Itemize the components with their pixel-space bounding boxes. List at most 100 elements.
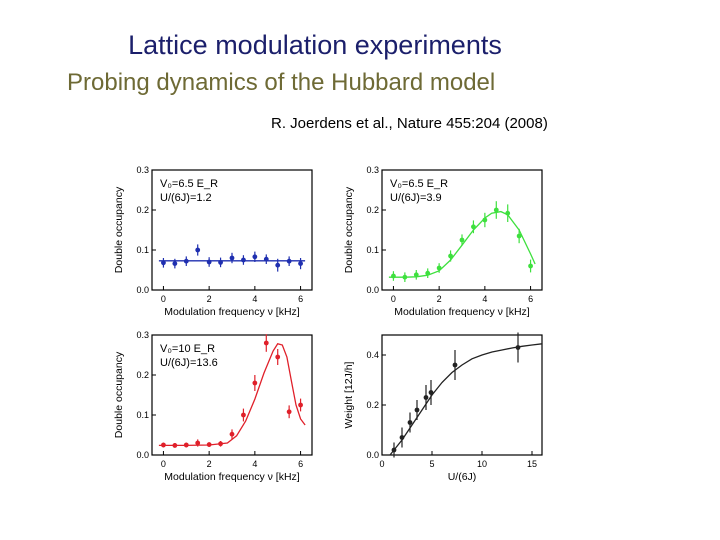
plot-frame: [151, 169, 313, 291]
data-point: [206, 259, 212, 265]
data-point: [298, 261, 303, 266]
y-tick-label: 0.0: [366, 285, 379, 295]
x-tick-label: 6: [298, 294, 303, 304]
x-tick-label: 0: [379, 459, 384, 469]
data-point: [414, 407, 420, 413]
data-point: [402, 274, 408, 280]
x-tick-label: 6: [298, 459, 303, 469]
panel-b: 0 2 4 6 0.0 0.1 0.2 0.3 Modulation frequency ν […: [343, 165, 543, 318]
y-tick-label: 0.3: [136, 165, 149, 175]
data-point: [183, 258, 189, 264]
panel-a: 0 2 4 6 0.0 0.1 0.2 0.3 Modulation frequency ν […: [113, 165, 313, 318]
y-tick-label: 0.1: [136, 245, 149, 255]
panel-annotation: U/(6J)=1.2: [160, 192, 212, 204]
data-point: [428, 390, 434, 395]
x-tick-label: 5: [429, 459, 434, 469]
y-tick-label: 0.2: [366, 205, 379, 215]
data-point: [425, 270, 431, 276]
x-tick-label: 6: [528, 294, 533, 304]
data-point: [218, 441, 223, 447]
x-tick-label: 0: [161, 294, 166, 304]
data-point: [482, 217, 488, 223]
data-point: [399, 435, 405, 440]
y-axis-label: Weight [12J/h]: [343, 361, 355, 428]
panel-c: 0 2 4 6 0.0 0.1 0.2 0.3 Modulation frequency ν […: [113, 330, 313, 483]
data-point: [183, 442, 189, 448]
data-point: [286, 409, 292, 415]
x-tick-label: 4: [252, 294, 257, 304]
data-point: [515, 345, 521, 350]
y-tick-label: 0.2: [136, 370, 149, 380]
panel-d: 0 5 10 15 0.0 0.2 0.4 U/(6J) Weight [12J/h]: [343, 332, 543, 483]
y-axis-label: Double occupancy: [113, 351, 125, 438]
data-point: [252, 380, 258, 386]
data-point: [229, 255, 235, 261]
data-point: [505, 210, 511, 216]
x-tick-label: 0: [161, 459, 166, 469]
x-tick-label: 15: [527, 459, 537, 469]
data-point: [423, 395, 429, 400]
y-axis-label: Double occupancy: [343, 186, 355, 273]
x-tick-label: 4: [252, 459, 257, 469]
y-axis-label: Double occupancy: [113, 186, 125, 273]
data-point: [161, 260, 166, 266]
x-tick-label: 0: [391, 294, 396, 304]
data-point: [206, 442, 212, 447]
figure-svg: 0 2 4 6 0.0 0.1 0.2 0.3 Modulation frequency ν […: [113, 165, 543, 483]
panel-annotation: U/(6J)=13.6: [160, 357, 218, 369]
slide-subtitle: Probing dynamics of the Hubbard model: [67, 69, 496, 96]
data-point: [493, 207, 499, 213]
data-point: [407, 420, 413, 425]
panel-annotation: V₀=6.5 E_R: [390, 178, 448, 190]
data-point: [275, 354, 281, 360]
data-point: [448, 253, 453, 259]
y-tick-label: 0.3: [366, 165, 379, 175]
data-point: [459, 237, 465, 243]
y-tick-label: 0.1: [366, 245, 379, 255]
data-point: [452, 362, 458, 368]
data-point: [195, 247, 201, 253]
x-axis-label: Modulation frequency ν [kHz]: [164, 306, 299, 318]
plot-frame: [381, 169, 543, 291]
figure-panel-grid: 0 2 4 6 0.0 0.1 0.2 0.3 Modulation frequency ν […: [100, 155, 560, 495]
data-point: [528, 263, 533, 269]
data-point: [516, 233, 522, 239]
plot-frame: [151, 334, 313, 456]
data-point: [229, 431, 235, 437]
data-point: [471, 224, 476, 230]
data-point: [195, 440, 201, 446]
x-axis-label: Modulation frequency ν [kHz]: [164, 471, 299, 483]
x-tick-label: 4: [482, 294, 487, 304]
y-tick-label: 0.2: [136, 205, 149, 215]
y-tick-label: 0.0: [366, 450, 379, 460]
x-tick-label: 2: [207, 459, 212, 469]
y-tick-label: 0.0: [136, 450, 149, 460]
x-tick-label: 2: [437, 294, 442, 304]
x-axis-label: Modulation frequency ν [kHz]: [394, 306, 529, 318]
data-point: [413, 272, 419, 278]
x-tick-label: 10: [477, 459, 487, 469]
data-point: [161, 442, 166, 448]
slide-title: Lattice modulation experiments: [128, 30, 502, 60]
y-tick-label: 0.4: [366, 350, 379, 360]
y-tick-label: 0.3: [136, 330, 149, 340]
data-point: [275, 262, 281, 268]
data-point: [263, 340, 269, 346]
data-point: [241, 257, 246, 263]
data-point: [298, 402, 303, 408]
data-point: [391, 447, 397, 453]
plot-frame: [381, 334, 543, 456]
data-point: [286, 258, 292, 264]
data-point: [391, 273, 396, 279]
panel-annotation: V₀=10 E_R: [160, 343, 215, 355]
x-tick-label: 2: [207, 294, 212, 304]
y-tick-label: 0.1: [136, 410, 149, 420]
fit-curve: [389, 343, 543, 456]
data-point: [218, 260, 223, 265]
data-point: [172, 261, 178, 266]
data-point: [263, 256, 269, 262]
panel-annotation: U/(6J)=3.9: [390, 192, 442, 204]
y-tick-label: 0.2: [366, 400, 379, 410]
data-point: [436, 265, 442, 271]
panel-annotation: V₀=6.5 E_R: [160, 178, 218, 190]
